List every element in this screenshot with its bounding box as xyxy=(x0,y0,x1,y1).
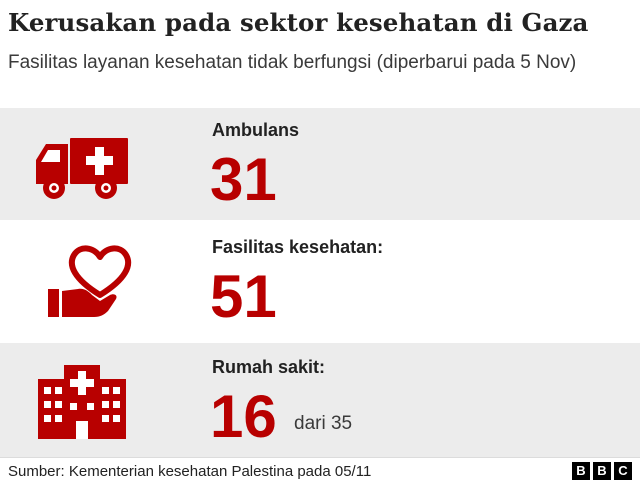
stat-label: Ambulans xyxy=(212,120,300,140)
heart-hand-icon xyxy=(44,243,132,319)
stat-value: 31 xyxy=(210,146,277,213)
logo-letter: B xyxy=(572,462,590,480)
footer-divider xyxy=(0,457,640,458)
stat-value: 51 xyxy=(210,263,277,330)
stat-suffix: dari 35 xyxy=(294,413,353,434)
stat-label: Rumah sakit: xyxy=(212,357,326,377)
stat-label: Fasilitas kesehatan: xyxy=(212,237,384,257)
stat-value: 16 xyxy=(210,383,277,450)
logo-letter: B xyxy=(593,462,611,480)
bbc-logo: B B C xyxy=(572,462,632,480)
logo-letter: C xyxy=(614,462,632,480)
ambulance-icon xyxy=(36,136,132,202)
stat-row-hospitals: Rumah sakit: 16 dari 35 xyxy=(0,343,640,457)
page-title: Kerusakan pada sektor kesehatan di Gaza xyxy=(8,8,589,37)
source-note: Sumber: Kementerian kesehatan Palestina … xyxy=(8,463,372,480)
stat-row-health-facilities: Fasilitas kesehatan: 51 xyxy=(0,221,640,342)
stat-row-ambulance: Ambulans 31 xyxy=(0,108,640,220)
page-subtitle: Fasilitas layanan kesehatan tidak berfun… xyxy=(8,52,577,73)
hospital-icon xyxy=(38,365,126,439)
